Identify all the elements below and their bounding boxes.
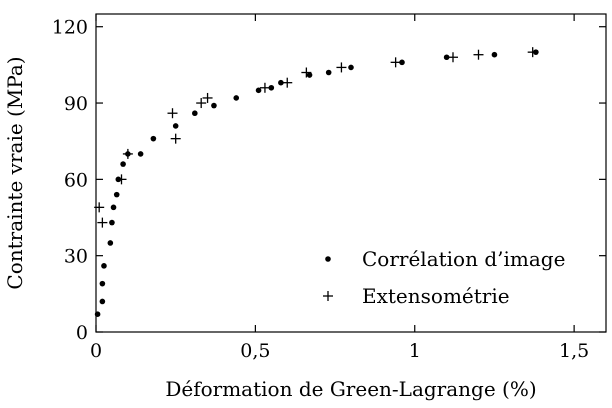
- correlation-point: [348, 65, 354, 71]
- legend: Corrélation d’image Extensométrie: [323, 247, 565, 308]
- correlation-point: [95, 311, 101, 317]
- x-tick-label: 0,5: [240, 340, 270, 362]
- correlation-point: [109, 220, 115, 226]
- extensometry-point: [97, 218, 107, 228]
- y-tick-label: 0: [76, 322, 88, 344]
- x-tick-label: 1: [409, 340, 421, 362]
- correlation-point: [108, 240, 114, 246]
- extensometry-point: [117, 174, 127, 184]
- legend-label: Extensométrie: [362, 284, 510, 308]
- correlation-point: [114, 192, 120, 198]
- correlation-point: [173, 123, 179, 129]
- x-tick-label: 1,5: [559, 340, 589, 362]
- correlation-point: [192, 110, 198, 116]
- extensometry-point: [196, 98, 206, 108]
- correlation-point: [138, 151, 144, 157]
- y-tick-label: 60: [64, 169, 88, 191]
- extensometry-point: [171, 134, 181, 144]
- legend-dot-marker: [325, 256, 331, 262]
- extensometry-point: [448, 52, 458, 62]
- x-axis-ticks: 0 0,5 1 1,5: [90, 14, 589, 362]
- plot-frame: [96, 14, 606, 332]
- extensometry-point: [203, 93, 213, 103]
- y-tick-label: 90: [64, 93, 88, 115]
- y-axis-ticks: 0 30 60 90 120: [52, 17, 606, 344]
- extensometry-point: [474, 50, 484, 60]
- legend-label: Corrélation d’image: [362, 247, 565, 271]
- correlation-point: [151, 136, 157, 142]
- correlation-point: [211, 103, 217, 109]
- correlation-point: [100, 281, 106, 287]
- x-tick-label: 0: [90, 340, 102, 362]
- correlation-point: [233, 95, 239, 101]
- extensometry-point: [528, 47, 538, 57]
- y-tick-label: 30: [64, 246, 88, 268]
- correlation-point: [111, 205, 117, 211]
- y-axis-title: Contrainte vraie (MPa): [3, 56, 27, 289]
- extensometry-point: [168, 108, 178, 118]
- correlation-point: [100, 299, 106, 305]
- x-axis-title: Déformation de Green-Lagrange (%): [165, 377, 536, 401]
- correlation-point: [101, 263, 107, 269]
- correlation-point: [492, 52, 498, 58]
- data-points: [94, 47, 538, 317]
- extensometry-point: [260, 83, 270, 93]
- correlation-point: [326, 70, 332, 76]
- extensometry-point: [391, 57, 401, 67]
- extensometry-point: [336, 62, 346, 72]
- extensometry-point: [282, 78, 292, 88]
- y-tick-label: 120: [52, 17, 88, 39]
- extensometry-point: [123, 149, 133, 159]
- correlation-point: [120, 161, 126, 167]
- legend-plus-marker: [323, 291, 333, 301]
